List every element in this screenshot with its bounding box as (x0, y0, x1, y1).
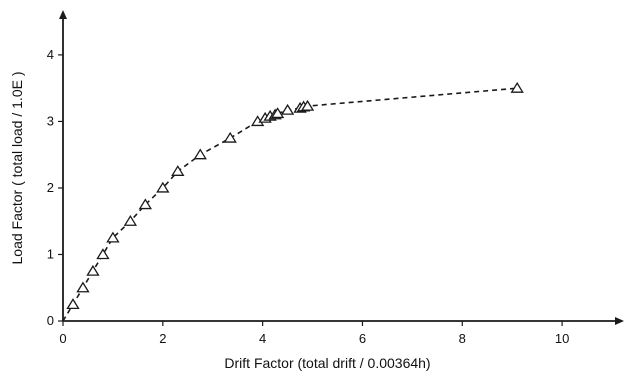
x-tick-label: 8 (459, 331, 466, 346)
data-point-marker (86, 264, 100, 276)
x-tick-label: 0 (59, 331, 66, 346)
data-point-marker (510, 81, 524, 93)
data-point-marker (156, 181, 170, 193)
x-axis-arrow (615, 317, 624, 325)
y-tick-label: 0 (47, 313, 54, 328)
data-point-marker (96, 248, 110, 260)
y-tick-label: 2 (47, 180, 54, 195)
y-tick-label: 3 (47, 113, 54, 128)
y-axis-arrow (59, 10, 67, 19)
x-axis-title: Drift Factor (total drift / 0.00364h) (224, 355, 430, 371)
x-tick-label: 2 (159, 331, 166, 346)
data-point-marker (76, 281, 90, 293)
y-axis-title: Load Factor ( total load / 1.0E ) (9, 72, 25, 265)
axis-ticks: 0 2 4 6 8 10 0 1 2 3 4 (47, 47, 570, 346)
data-point-marker (66, 298, 80, 310)
data-point-marker (280, 103, 295, 115)
x-tick-label: 6 (359, 331, 366, 346)
x-tick-label: 10 (555, 331, 569, 346)
x-tick-label: 4 (259, 331, 266, 346)
data-point-marker (223, 131, 237, 143)
data-point-marker (171, 165, 185, 176)
data-point-marker (123, 214, 138, 226)
series-line (62, 87, 518, 322)
data-markers (66, 81, 524, 310)
data-point-marker (300, 99, 315, 111)
data-point-marker (106, 231, 120, 243)
data-point-marker (270, 107, 285, 119)
axes (59, 10, 624, 325)
data-point-marker (193, 148, 207, 160)
data-point-marker (138, 198, 153, 210)
y-tick-label: 1 (47, 246, 54, 261)
y-tick-label: 4 (47, 47, 54, 62)
